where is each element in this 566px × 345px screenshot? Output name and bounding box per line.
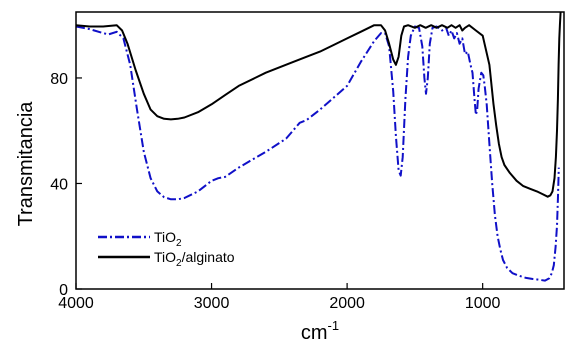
legend-label-tio2: TiO2 [154,229,182,249]
legend-label-tio2-sub: 2 [176,238,182,249]
x-axis-title: cm-1 [301,318,339,344]
legend-label-tio2-alginato: TiO2/alginato [154,249,235,269]
y-tick-label: 80 [50,71,68,88]
legend: TiO2 TiO2/alginato [98,229,235,269]
legend-label-tio2-main: TiO [154,229,176,245]
x-axis-title-main: cm [301,322,328,344]
x-tick-label: 2000 [329,295,365,312]
series-line-1 [76,12,562,198]
plot-frame [75,11,565,290]
series-line-0 [76,25,560,282]
y-axis-title: Transmitancia [15,101,37,227]
x-tick-label: 1000 [465,295,501,312]
y-tick-label: 0 [59,282,68,299]
y-tick-label: 40 [50,176,68,193]
x-axis-title-superscript: -1 [328,318,340,333]
legend-label-tio2-alginato-rest: /alginato [182,249,235,265]
series-lines [76,12,562,282]
x-tick-label: 3000 [194,295,230,312]
legend-label-tio2-alginato-sub: 2 [176,258,182,269]
x-tick-label: 4000 [58,295,94,312]
axis-ticks: 4000 3000 2000 1000 0 40 80 [50,71,500,312]
legend-label-tio2-alginato-main: TiO [154,249,176,265]
